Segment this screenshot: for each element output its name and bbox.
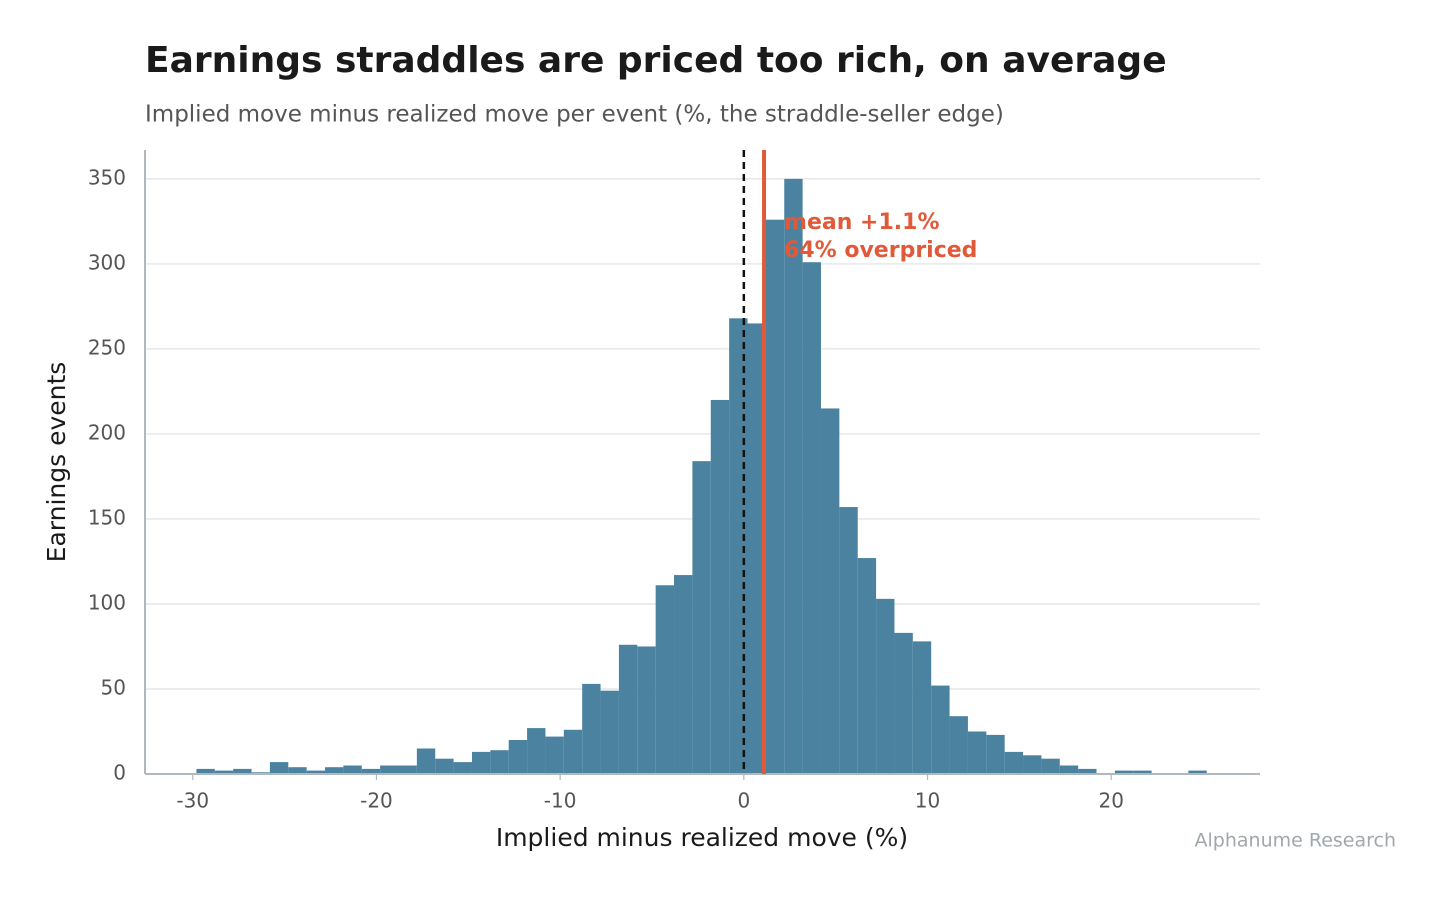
bar [361, 768, 381, 774]
bar [949, 716, 968, 774]
bar [1133, 770, 1152, 774]
bar [269, 762, 289, 774]
bar [398, 765, 417, 774]
bar [600, 690, 619, 774]
bar [563, 729, 583, 774]
y-tick-label: 100 [88, 590, 126, 614]
chart-title: Earnings straddles are priced too rich, … [145, 40, 1167, 81]
bar [655, 585, 675, 774]
bar [912, 641, 932, 774]
chart-subtitle: Implied move minus realized move per eve… [145, 102, 1004, 128]
bar [802, 262, 821, 774]
bar [582, 683, 601, 774]
y-axis-label: Earnings events [42, 362, 71, 563]
bar [343, 765, 362, 774]
bar [1078, 768, 1097, 774]
bar [527, 728, 546, 774]
bar [416, 748, 436, 774]
y-tick-label: 0 [113, 761, 126, 785]
bar [490, 750, 509, 774]
bar [784, 178, 803, 774]
bar [214, 770, 234, 774]
bar [545, 736, 564, 774]
source: Alphanume Research [1195, 830, 1397, 852]
y-tick-label: 150 [88, 505, 126, 529]
annotation: 64% overpriced [784, 238, 977, 263]
bar [747, 323, 766, 774]
y-tick-label: 50 [101, 675, 126, 699]
bar [233, 768, 252, 774]
bar [967, 731, 987, 774]
bar [1059, 765, 1079, 774]
bar [820, 408, 840, 774]
bar [876, 598, 895, 774]
bar [453, 762, 472, 774]
bar [986, 734, 1005, 774]
bar [1023, 755, 1042, 774]
x-tick-label: -20 [360, 789, 393, 813]
x-tick-label: 10 [915, 789, 940, 813]
y-tick-label: 300 [88, 250, 126, 274]
bar [710, 399, 730, 774]
bar [471, 751, 491, 774]
y-tick-label: 250 [88, 335, 126, 359]
bar [306, 770, 326, 774]
bar [435, 758, 454, 774]
bar [1004, 751, 1024, 774]
bar [1041, 758, 1060, 774]
bar [637, 646, 656, 774]
bar [1114, 770, 1134, 774]
y-tick-label: 350 [88, 165, 126, 189]
y-tick-label: 200 [88, 420, 126, 444]
x-tick-label: -30 [176, 789, 209, 813]
bar [380, 765, 399, 774]
bar [618, 644, 638, 774]
x-tick-label: -10 [544, 789, 577, 813]
bar [325, 767, 344, 774]
bar [674, 575, 693, 774]
x-tick-label: 20 [1098, 789, 1123, 813]
x-tick-label: 0 [737, 789, 750, 813]
bar [839, 507, 858, 774]
bar [894, 632, 913, 774]
bar [857, 558, 877, 774]
bar [1188, 770, 1207, 774]
bar [692, 461, 711, 774]
bar [931, 685, 950, 774]
mean-label: mean +1.1% [784, 210, 939, 235]
bar [765, 219, 785, 774]
bar [288, 767, 307, 774]
bar [508, 739, 528, 774]
bar [196, 768, 215, 774]
x-axis-label: Implied minus realized move (%) [496, 823, 908, 852]
